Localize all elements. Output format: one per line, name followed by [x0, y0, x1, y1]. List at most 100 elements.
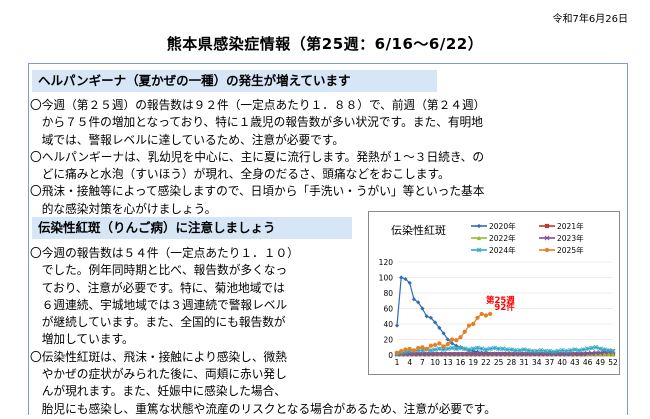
data-point	[437, 325, 442, 330]
erythema-chart: 伝染性紅斑 0 20 40 60 80 100 120 1 4 7 10 13 16 19 22 25 28 31…	[368, 211, 620, 375]
data-point	[479, 311, 484, 317]
data-point	[403, 347, 408, 352]
data-point	[432, 347, 438, 352]
chart-annotation-week: 第25週	[486, 295, 515, 306]
data-point	[419, 351, 425, 357]
data-point	[449, 351, 455, 357]
series-line	[396, 346, 614, 354]
data-point	[568, 351, 574, 357]
data-point	[517, 351, 523, 357]
data-point	[466, 351, 472, 357]
data-point	[504, 347, 510, 352]
section-heading-herpangina: ヘルパンギーナ（夏かぜの一種）の発生が増えています	[32, 70, 437, 92]
data-point	[589, 352, 594, 357]
data-point	[564, 348, 569, 354]
data-point	[521, 347, 527, 352]
data-point	[488, 311, 493, 317]
data-point	[399, 275, 404, 280]
data-point	[585, 352, 590, 357]
data-point	[606, 347, 612, 353]
data-point	[517, 347, 523, 353]
section-heading-erythema: 伝染性紅斑（りんご病）に注意しましょう	[32, 217, 352, 239]
data-point	[462, 346, 468, 352]
data-point	[470, 346, 476, 352]
data-point	[462, 329, 467, 334]
data-point	[555, 348, 561, 354]
data-point	[483, 313, 489, 318]
data-point	[415, 347, 421, 353]
y-tick-label: 80	[383, 289, 393, 298]
data-point	[551, 349, 557, 355]
data-point	[513, 351, 519, 357]
report-date: 令和7年6月26日	[552, 14, 628, 25]
data-point	[585, 346, 590, 352]
data-point	[542, 348, 548, 354]
x-tick-label: 10	[430, 358, 440, 367]
y-tick-label: 100	[379, 274, 394, 283]
data-point	[593, 344, 599, 350]
legend-marker	[544, 235, 550, 241]
data-point	[585, 350, 591, 356]
data-point	[449, 341, 455, 346]
data-point	[483, 347, 489, 352]
text-line: 〇飛沫・接触等によって感染しますので、日頃から「手洗い・うがい」等といった基本	[30, 184, 485, 199]
text-line: ており、注意が必要です。特に、菊池地域では	[30, 280, 285, 295]
x-tick-label: 13	[443, 358, 453, 367]
data-point	[475, 345, 480, 351]
data-point	[538, 347, 544, 353]
data-point	[491, 351, 497, 357]
data-point	[466, 323, 472, 328]
section-body-erythema: 〇今週の報告数は５４件（一定点あたり１．１０） でした。例年同時期と比べ、報告数…	[30, 245, 496, 418]
data-point	[576, 351, 582, 357]
x-tick-label: 25	[494, 358, 504, 367]
x-tick-label: 46	[583, 358, 593, 367]
text-line: から７５件の増加となっており、特に１歳児の報告数が多い状況です。また、有明地	[30, 115, 483, 130]
x-tick-label: 28	[507, 358, 517, 367]
data-point	[602, 352, 607, 357]
legend-label: 2023年	[557, 233, 584, 243]
data-point	[589, 345, 595, 351]
chart-annotation-count: 92件	[494, 302, 515, 313]
legend-label: 2024年	[489, 245, 516, 255]
legend-marker	[476, 235, 482, 241]
data-point	[572, 351, 578, 357]
data-point	[534, 348, 540, 354]
data-point	[525, 351, 531, 357]
y-tick-label: 40	[383, 320, 393, 329]
data-point	[610, 348, 616, 354]
data-point	[403, 276, 408, 282]
data-point	[436, 346, 442, 352]
data-point	[496, 351, 502, 357]
x-tick-label: 37	[545, 358, 555, 367]
data-point	[598, 352, 603, 357]
data-point	[432, 351, 438, 357]
y-tick-label: 0	[388, 351, 393, 360]
data-point	[420, 347, 425, 353]
data-point	[411, 348, 417, 353]
text-line: やかぜの症状がみられた後に、両頬に赤い発し	[30, 367, 287, 382]
y-tick-label: 20	[383, 336, 393, 345]
legend-label: 2021年	[557, 221, 584, 231]
x-tick-label: 19	[468, 358, 478, 367]
data-point	[453, 346, 459, 352]
data-point	[496, 346, 502, 352]
x-tick-label: 7	[420, 358, 425, 367]
data-point	[416, 345, 421, 351]
data-point	[580, 351, 586, 357]
data-point	[475, 315, 480, 320]
data-point	[589, 350, 595, 356]
x-tick-label: 49	[596, 358, 606, 367]
chart-title: 伝染性紅斑	[391, 224, 446, 237]
data-point	[424, 314, 429, 319]
data-point	[580, 347, 586, 352]
legend-label: 2025年	[557, 245, 584, 255]
data-point	[508, 351, 514, 357]
x-tick-label: 31	[519, 358, 529, 367]
data-point	[521, 351, 527, 357]
data-point	[437, 341, 442, 346]
legend-marker	[544, 223, 550, 229]
data-point	[487, 346, 493, 352]
data-point	[445, 337, 450, 342]
page-title: 熊本県感染症情報（第25週：6/16～6/22）	[166, 35, 484, 53]
